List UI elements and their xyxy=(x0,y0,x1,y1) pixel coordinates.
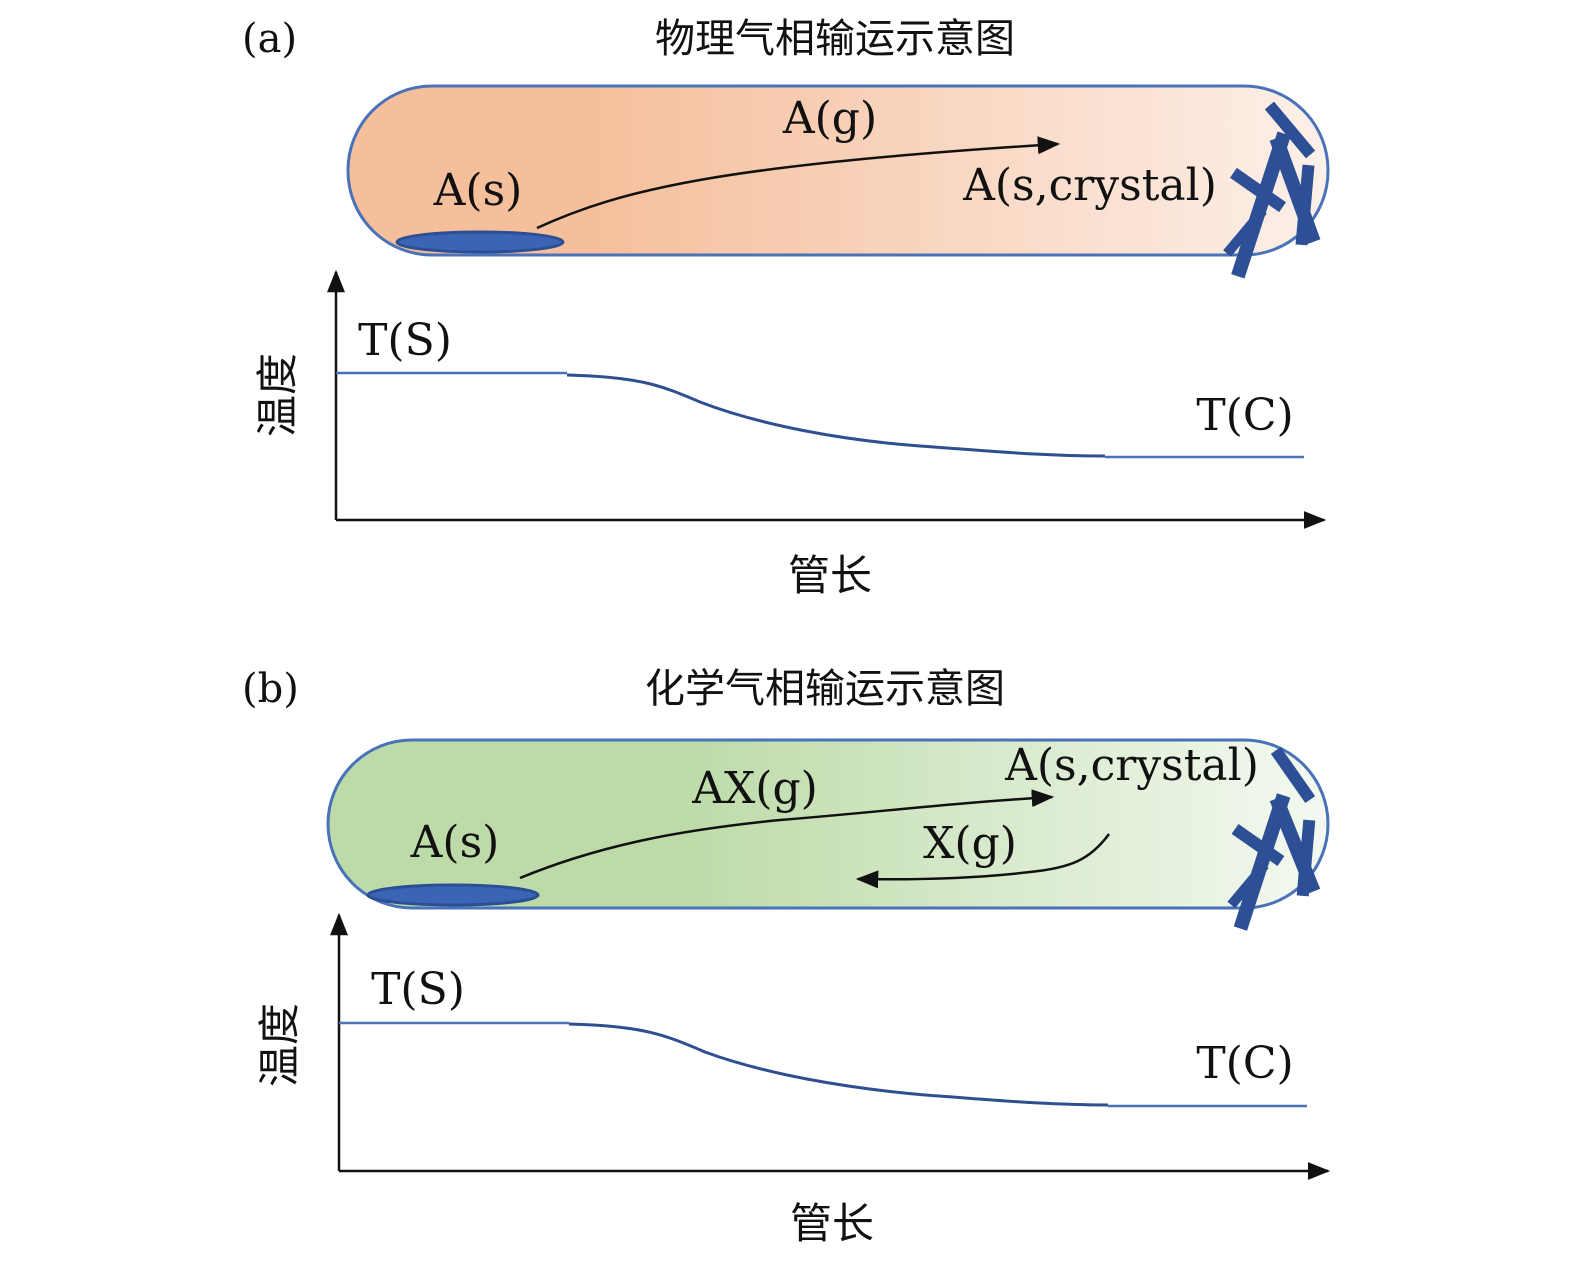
panel-b-graph: T(S) T(C) 温度 管长 xyxy=(255,912,1331,1248)
panel-b-crystal-label: A(s,crystal) xyxy=(1004,740,1259,791)
panel-b-crystals xyxy=(1227,746,1321,931)
crystal-rod xyxy=(1223,207,1267,257)
panel-b-gas-label: AX(g) xyxy=(691,763,818,814)
panel-a-tag: (a) xyxy=(242,16,297,62)
panel-b-tube xyxy=(326,738,1330,910)
panel-a-t-hot-label: T(S) xyxy=(358,315,452,366)
panel-a-x-label: 管长 xyxy=(788,551,872,600)
panel-b-t-cold-label: T(C) xyxy=(1196,1038,1293,1089)
panel-a-title: 物理气相输运示意图 xyxy=(655,16,1015,62)
panel-b-return-gas-label: X(g) xyxy=(923,818,1017,869)
crystal-rod xyxy=(1227,861,1269,909)
panel-b-y-label: 温度 xyxy=(255,1003,304,1087)
panel-a-crystals xyxy=(1223,101,1321,279)
panel-b-temperature-curve xyxy=(568,1022,1109,1107)
panel-b-title: 化学气相输运示意图 xyxy=(645,666,1005,712)
panel-a: (a) 物理气相输运示意图 A(s) A(g) A(s,crystal) T(S… xyxy=(242,16,1330,600)
panel-b-source-label: A(s) xyxy=(410,817,500,868)
panel-a-source-label: A(s) xyxy=(433,165,523,216)
panel-a-y-label: 温度 xyxy=(253,353,302,437)
crystal-rod xyxy=(1264,101,1316,159)
panel-b-return-arrow xyxy=(855,833,1111,889)
crystal-rod xyxy=(1231,131,1291,279)
crystal-rod xyxy=(1233,793,1291,931)
crystal-rod xyxy=(1296,819,1316,897)
panel-a-temperature-curve xyxy=(566,373,1106,458)
panel-b-source-material xyxy=(366,883,540,907)
crystal-rod xyxy=(1270,746,1316,804)
panel-a-t-cold-label: T(C) xyxy=(1196,390,1293,441)
panel-a-tube xyxy=(346,84,1330,257)
panel-a-transport-arrow xyxy=(536,136,1061,230)
crystal-rod xyxy=(1229,167,1287,213)
crystal-rod xyxy=(1295,164,1315,246)
crystal-rod xyxy=(1231,824,1285,866)
panel-a-gas-label: A(g) xyxy=(782,93,877,144)
panel-b: (b) 化学气相输运示意图 A(s) AX(g) A(s,crystal) X(… xyxy=(242,666,1331,1248)
panel-a-source-material xyxy=(395,230,565,254)
panel-a-crystal-label: A(s,crystal) xyxy=(962,160,1217,211)
panel-b-forward-arrow xyxy=(519,789,1055,880)
panel-a-graph: T(S) T(C) 温度 管长 xyxy=(253,269,1327,600)
panel-b-x-label: 管长 xyxy=(790,1199,874,1248)
panel-b-tag: (b) xyxy=(242,666,299,712)
panel-b-t-hot-label: T(S) xyxy=(371,964,465,1015)
